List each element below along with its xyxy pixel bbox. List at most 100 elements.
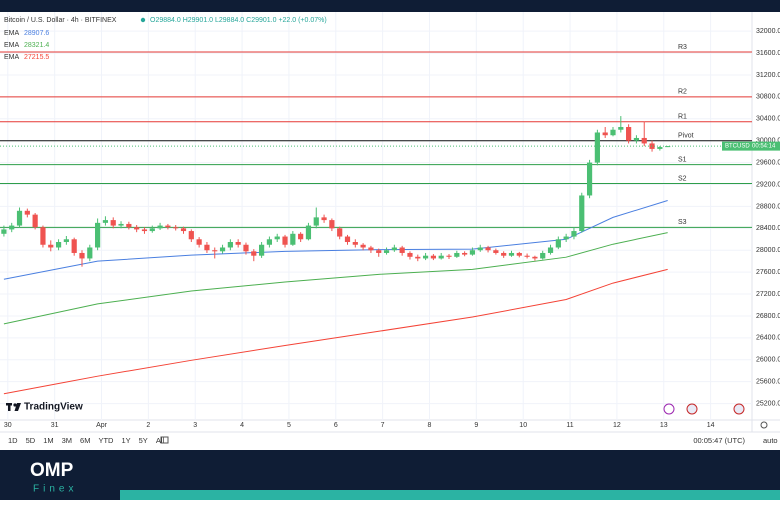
- candle-body: [1, 229, 7, 234]
- date-range-icon[interactable]: [160, 436, 169, 444]
- y-tick-label: 26800.0: [756, 313, 780, 320]
- candle-body: [516, 252, 522, 256]
- candle-body: [555, 239, 561, 248]
- range-button[interactable]: All: [156, 436, 165, 445]
- range-button[interactable]: 1D: [8, 436, 18, 445]
- candle-body: [493, 250, 499, 253]
- x-tick-label: 14: [707, 422, 715, 429]
- event-icon[interactable]: [663, 403, 675, 415]
- y-tick-label: 25200.0: [756, 400, 780, 407]
- candle-body: [422, 255, 429, 259]
- y-tick-label: 28400.0: [756, 225, 780, 232]
- range-button[interactable]: 1M: [43, 436, 53, 445]
- candle-body: [501, 252, 507, 256]
- candle-body: [16, 210, 23, 226]
- candle-body: [462, 252, 468, 255]
- legend-value: 28907.6: [24, 30, 49, 37]
- x-tick-label: 11: [566, 422, 573, 429]
- footer-accent: [120, 490, 780, 500]
- candle-body: [63, 239, 69, 243]
- candle-body: [102, 220, 109, 223]
- candle-body: [547, 247, 554, 253]
- candle-body: [321, 217, 327, 221]
- range-button[interactable]: 1Y: [121, 436, 130, 445]
- candle-body: [594, 132, 600, 163]
- event-icon[interactable]: [733, 403, 745, 415]
- candle-body: [48, 244, 54, 248]
- y-tick-label: 26000.0: [756, 357, 780, 364]
- y-tick-label: 30400.0: [756, 116, 780, 123]
- candle-body: [227, 242, 233, 248]
- candle-body: [383, 250, 390, 253]
- candle-body: [454, 252, 460, 257]
- scale-mode[interactable]: auto: [763, 436, 778, 445]
- candle-body: [126, 223, 132, 228]
- candle-body: [204, 244, 210, 251]
- brand: TradingView: [24, 402, 83, 413]
- candle-body: [571, 231, 577, 237]
- y-tick-label: 32000.0: [756, 28, 780, 35]
- candle-body: [337, 228, 343, 237]
- candle-body: [532, 256, 538, 259]
- range-button[interactable]: 5D: [26, 436, 36, 445]
- candle-body: [71, 239, 77, 253]
- candle-body: [180, 228, 187, 232]
- y-tick-label: 25600.0: [756, 379, 780, 386]
- candle-body: [196, 239, 202, 245]
- event-icon[interactable]: [686, 403, 698, 415]
- ema-line: [3, 232, 668, 325]
- candle-body: [290, 233, 296, 245]
- candle-body: [110, 220, 116, 226]
- candle-body: [282, 236, 288, 245]
- y-tick-label: 27600.0: [756, 269, 780, 276]
- candle-body: [391, 247, 397, 251]
- range-button[interactable]: 3M: [62, 436, 72, 445]
- candle-body: [219, 247, 226, 252]
- top-bar: [0, 0, 780, 12]
- y-tick-label: 26400.0: [756, 335, 780, 342]
- pivot-level-label: S1: [678, 156, 687, 163]
- candle-body: [633, 137, 640, 141]
- legend-value: 28321.4: [24, 42, 49, 49]
- candle-body: [173, 227, 179, 229]
- candle-body: [305, 225, 312, 240]
- price-tag-countdown: 00:54:14: [752, 144, 776, 150]
- logo-dot: [13, 403, 17, 407]
- candle-body: [118, 223, 124, 226]
- candle-body: [243, 244, 249, 252]
- candle-body: [9, 225, 15, 230]
- candle-body: [469, 250, 476, 255]
- clock: 00:05:47 (UTC): [693, 436, 745, 445]
- candle-body: [399, 247, 405, 253]
- settings-icon[interactable]: [760, 421, 768, 429]
- legend-name: EMA: [4, 30, 20, 37]
- x-tick-label: 6: [334, 422, 338, 429]
- y-tick-label: 28000.0: [756, 247, 780, 254]
- y-tick-label: 29600.0: [756, 159, 780, 166]
- candle-body: [415, 256, 421, 259]
- candle-body: [212, 250, 218, 252]
- candle-body: [579, 195, 585, 232]
- y-tick-label: 30000.0: [756, 138, 780, 145]
- candle-body: [626, 127, 632, 141]
- candle-body: [641, 137, 647, 144]
- candle-body: [32, 214, 38, 228]
- candle-body: [430, 255, 436, 259]
- legend: EMA 28907.6 EMA 28321.4 EMA 27215.5: [4, 30, 49, 61]
- x-tick-label: 13: [660, 422, 668, 429]
- range-button[interactable]: 6M: [80, 436, 90, 445]
- brand-logo: TradingView: [6, 402, 83, 413]
- candle-body: [24, 210, 30, 215]
- range-button[interactable]: 5Y: [139, 436, 148, 445]
- legend-name: EMA: [4, 42, 20, 49]
- candle-body: [477, 247, 483, 251]
- logo-stem: [8, 403, 11, 411]
- x-tick-label: 7: [381, 422, 385, 429]
- candle-body: [649, 143, 655, 149]
- pivot-level-label: R3: [678, 44, 687, 51]
- range-button[interactable]: YTD: [98, 436, 114, 445]
- candle-body: [188, 231, 194, 240]
- price-tag-symbol: BTCUSD: [725, 144, 750, 150]
